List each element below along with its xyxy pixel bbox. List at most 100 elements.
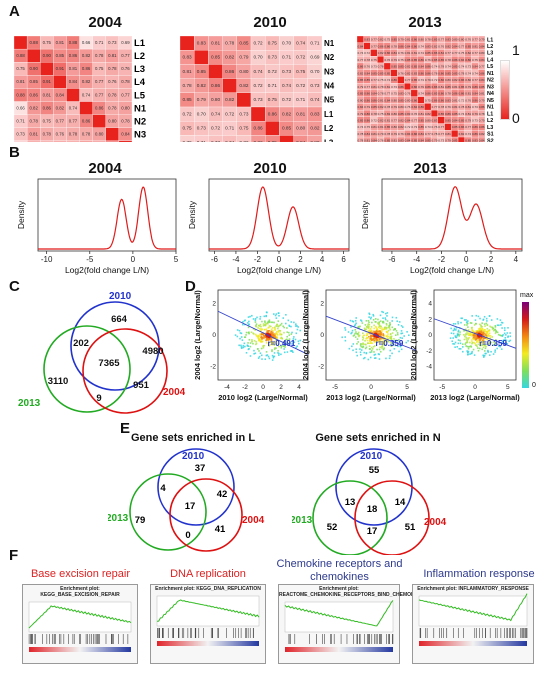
scatter-point xyxy=(371,338,374,341)
legend-min-label: 0 xyxy=(512,110,520,126)
heatmap-2013: 0.83 0.77 0.82 0.75 0.85 0.79 0.81 0.86 0.80 0.78… xyxy=(357,35,494,142)
heatmap-cell-value: 0.84 xyxy=(357,44,363,48)
heatmap-cell-value: 0.82 xyxy=(378,119,384,123)
heatmap-cell xyxy=(397,76,405,84)
scatter-point xyxy=(382,338,385,340)
scatter-point xyxy=(249,345,252,348)
scatter-point xyxy=(400,325,403,327)
heatmap-cell-value: 0.73 xyxy=(418,78,424,82)
scatter-point xyxy=(282,341,285,343)
heatmap-cell-value: 0.77 xyxy=(432,105,438,109)
scatter-point xyxy=(271,341,274,344)
heatmap-cell-value: 0.74 xyxy=(225,140,234,142)
venn-e-left-label-2013: 2013 xyxy=(108,513,129,524)
correlation-label: r=0.359 xyxy=(479,339,507,348)
heatmap-cell-value: 0.74 xyxy=(69,105,78,110)
scatter-point xyxy=(476,341,478,344)
scatter-point xyxy=(374,337,377,340)
heatmap-cell-value: 0.81 xyxy=(418,112,424,116)
scatter-point xyxy=(354,323,357,326)
scatter-point xyxy=(354,336,357,338)
heatmap-cell-value: 0.82 xyxy=(405,65,411,69)
heatmap-cell-value: 0.78 xyxy=(445,92,451,96)
scatter-point xyxy=(280,353,282,356)
heatmap-cell-value: 0.83 xyxy=(425,44,431,48)
scatter-point xyxy=(377,332,379,335)
heatmap-cell-value: 0.86 xyxy=(364,112,370,116)
scatter-point xyxy=(482,335,484,337)
scatter-point xyxy=(344,327,346,329)
heatmap-cell-value: 0.86 xyxy=(95,105,104,110)
scatter-point xyxy=(452,323,455,325)
scatter-point xyxy=(505,334,507,336)
scatter-point xyxy=(382,342,384,345)
heatmap-cell-value: 0.72 xyxy=(211,126,220,131)
heatmap-row-label: L5 xyxy=(487,64,493,70)
heatmap-cell-value: 0.84 xyxy=(418,139,424,142)
heatmap-cell-value: 0.86 xyxy=(357,65,363,69)
scatter-point xyxy=(246,344,249,347)
scatter-point xyxy=(245,331,248,334)
heatmap-row-label: S2 xyxy=(487,138,494,142)
scatter-point xyxy=(259,329,262,331)
scatter-point xyxy=(372,319,375,321)
scatter-point xyxy=(282,345,284,347)
scatter-point xyxy=(370,349,373,352)
scatter-point xyxy=(394,328,397,330)
scatter-point xyxy=(273,352,276,354)
scatter-point xyxy=(275,317,278,319)
scatter-point xyxy=(368,330,370,332)
scatter-point xyxy=(487,329,490,332)
scatter-point xyxy=(347,331,350,333)
scatter-point xyxy=(352,349,354,352)
scatter-point xyxy=(265,332,268,334)
ranked-list-bar xyxy=(419,641,527,646)
scatter-point xyxy=(474,319,477,321)
scatter-point xyxy=(377,323,380,325)
heatmap-cell-value: 0.76 xyxy=(378,139,384,142)
scatter-point xyxy=(476,330,479,332)
scatter-point xyxy=(384,317,387,319)
venn-e-left-circle-2013 xyxy=(129,473,207,551)
heatmap-cell-value: 0.91 xyxy=(56,66,65,71)
scatter-point xyxy=(504,337,507,339)
heatmap-cell xyxy=(236,135,252,142)
scatter-point xyxy=(287,339,289,342)
scatter-point xyxy=(355,322,357,325)
scatter-point xyxy=(379,314,382,317)
colorbar-min-label: 0 xyxy=(532,382,536,389)
scatter-point xyxy=(487,351,490,353)
scatter-point xyxy=(484,329,486,331)
heatmap-cell-value: 0.86 xyxy=(438,71,444,75)
heatmap-cell xyxy=(250,106,266,122)
scatter-point xyxy=(457,333,459,336)
heatmap-cell-value: 0.81 xyxy=(371,132,377,136)
scatter-point xyxy=(496,318,499,320)
scatter-point xyxy=(483,329,486,331)
heatmap-cell-value: 0.85 xyxy=(398,65,404,69)
scatter-point xyxy=(354,332,356,335)
heatmap-row-label: N2 xyxy=(134,117,146,128)
scatter-point xyxy=(266,331,268,334)
scatter-point xyxy=(248,338,251,341)
heatmap-cell-value: 0.83 xyxy=(445,98,451,102)
heatmap-cell-value: 0.81 xyxy=(479,92,485,96)
scatter-point xyxy=(365,320,368,322)
scatter-point xyxy=(267,321,269,324)
heatmap-row-label: L1 xyxy=(487,37,493,43)
heatmap-cell xyxy=(13,140,28,142)
heatmap-row-label: N3 xyxy=(134,130,146,141)
density-x-tick: -6 xyxy=(211,255,219,264)
heatmap-cell-value: 0.75 xyxy=(384,38,390,42)
heatmap-cell-value: 0.85 xyxy=(282,126,291,131)
scatter-point xyxy=(360,319,362,321)
scatter-point xyxy=(449,337,452,339)
heatmap-cell-value: 0.79 xyxy=(465,85,471,89)
heatmap-cell-value: 0.85 xyxy=(452,71,458,75)
heatmap-cell-value: 0.81 xyxy=(371,125,377,129)
scatter-point xyxy=(374,318,377,320)
venn-c-circle-2013 xyxy=(43,325,131,413)
heatmap-cell-value: 0.76 xyxy=(405,105,411,109)
venn-e-left-count-2013-2004: 0 xyxy=(185,530,190,541)
scatter-point xyxy=(382,320,384,323)
